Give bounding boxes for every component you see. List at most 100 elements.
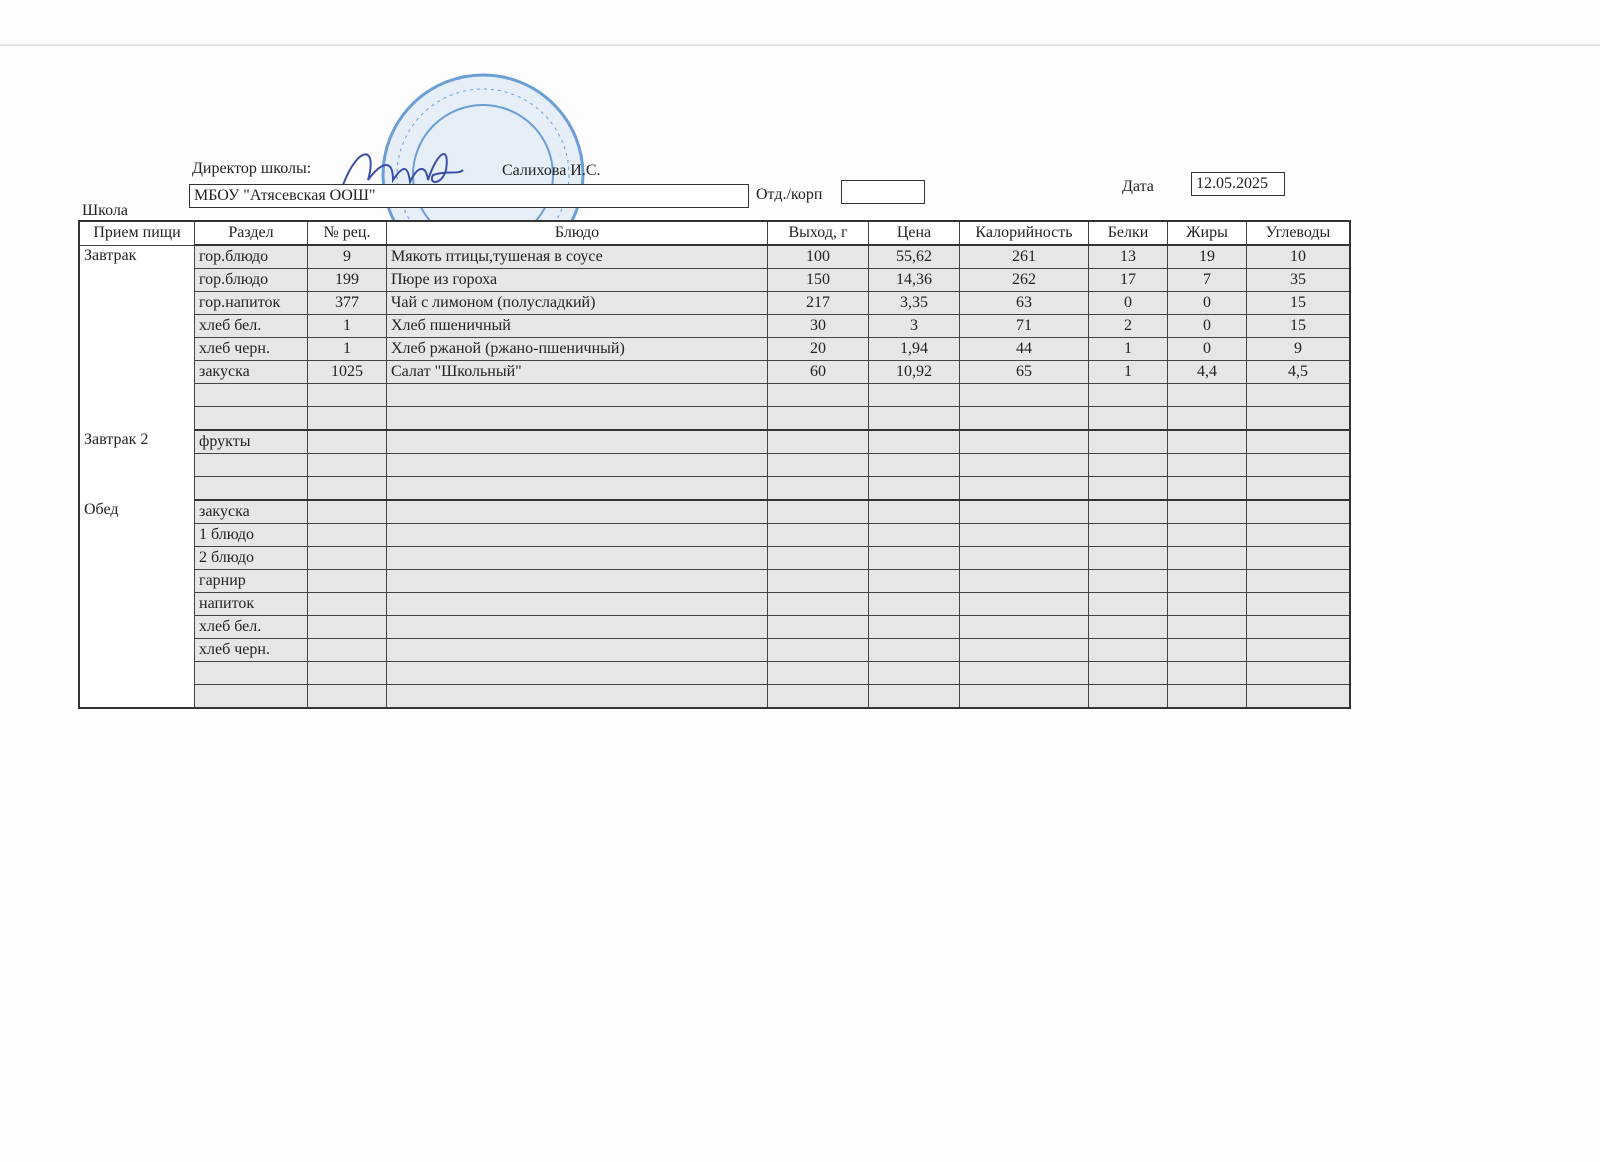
dept-field (841, 180, 925, 204)
table-cell (959, 383, 1089, 407)
table-cell (959, 523, 1089, 547)
table-cell (868, 638, 960, 662)
table-cell (1167, 684, 1247, 709)
table-cell (767, 546, 869, 570)
table-cell (1088, 569, 1168, 593)
table-cell (1088, 546, 1168, 570)
table-cell (1167, 546, 1247, 570)
table-cell (959, 429, 1089, 454)
table-cell: 71 (959, 314, 1089, 338)
table-cell (194, 383, 308, 407)
table-cell (307, 499, 387, 524)
table-cell: 261 (959, 244, 1089, 269)
table-cell (1246, 453, 1351, 477)
table-cell (868, 661, 960, 685)
table-cell (1246, 546, 1351, 570)
table-cell (1088, 684, 1168, 709)
table-cell: 150 (767, 268, 869, 292)
table-cell: закуска (194, 499, 308, 524)
table-row: Завтрак 2 фрукты (78, 429, 1351, 500)
table-cell: 44 (959, 337, 1089, 361)
table-cell (307, 406, 387, 431)
table-cell (868, 684, 960, 709)
column-header: Жиры (1167, 220, 1247, 246)
table-cell (386, 569, 768, 593)
table-cell: хлеб черн. (194, 638, 308, 662)
table-cell (959, 569, 1089, 593)
meal-name: Завтрак (78, 245, 195, 430)
table-cell (386, 499, 768, 524)
table-cell (1167, 592, 1247, 616)
table-cell (1167, 453, 1247, 477)
table-cell: Салат "Школьный" (386, 360, 768, 384)
table-cell: 100 (767, 244, 869, 269)
table-cell (1167, 615, 1247, 639)
table-cell (868, 546, 960, 570)
table-cell (767, 661, 869, 685)
table-cell (307, 661, 387, 685)
table-cell: 10 (1246, 244, 1351, 269)
table-cell: 1,94 (868, 337, 960, 361)
column-header: Прием пищи (78, 220, 195, 246)
school-label: Школа (82, 202, 128, 219)
table-cell (1246, 615, 1351, 639)
table-cell (767, 499, 869, 524)
table-cell: 20 (767, 337, 869, 361)
director-label: Директор школы: (192, 160, 312, 177)
table-cell: 17 (1088, 268, 1168, 292)
table-cell (307, 453, 387, 477)
table-cell (194, 406, 308, 431)
table-cell (386, 406, 768, 431)
table-cell (1167, 661, 1247, 685)
table-cell (307, 546, 387, 570)
table-cell (1167, 383, 1247, 407)
dept-label: Отд./корп (756, 186, 823, 203)
table-cell (307, 569, 387, 593)
date-field: 12.05.2025 (1191, 172, 1285, 196)
table-cell: гор.блюдо (194, 268, 308, 292)
table-cell (1167, 638, 1247, 662)
table-cell: 55,62 (868, 244, 960, 269)
table-cell (1167, 499, 1247, 524)
column-header: № рец. (307, 220, 387, 246)
table-cell: гор.блюдо (194, 244, 308, 269)
table-cell: 15 (1246, 314, 1351, 338)
table-cell (1167, 406, 1247, 431)
table-cell (1167, 476, 1247, 501)
table-cell (194, 684, 308, 709)
table-cell (1088, 499, 1168, 524)
table-cell (868, 476, 960, 501)
meal-name: Завтрак 2 (78, 430, 195, 500)
table-cell: 14,36 (868, 268, 960, 292)
table-cell (767, 684, 869, 709)
table-cell (386, 383, 768, 407)
table-cell: 35 (1246, 268, 1351, 292)
table-row: гор.напиток 377 Чай с лимоном (полусладкий… (79, 291, 1351, 315)
table-cell (1246, 499, 1351, 524)
table-cell (868, 615, 960, 639)
table-cell (767, 523, 869, 547)
table-cell: 4,5 (1246, 360, 1351, 384)
table-cell: 0 (1167, 314, 1247, 338)
table-cell (307, 476, 387, 501)
table-cell: Пюре из гороха (386, 268, 768, 292)
table-cell: Хлеб ржаной (ржано-пшеничный) (386, 337, 768, 361)
table-cell (959, 546, 1089, 570)
table-cell (1246, 406, 1351, 431)
table-cell (1088, 638, 1168, 662)
table-row: Обед закуска (78, 499, 1351, 708)
table-row: 1 блюдо (79, 523, 1351, 547)
table-cell (959, 453, 1089, 477)
table-cell (386, 592, 768, 616)
table-cell (959, 476, 1089, 501)
table-cell (868, 592, 960, 616)
table-cell (868, 569, 960, 593)
table-cell (386, 546, 768, 570)
header-row: Прием пищи Раздел № рец. Блюдо Выход, г Цена К… (78, 220, 1351, 246)
table-cell: 217 (767, 291, 869, 315)
table-cell: гор.напиток (194, 291, 308, 315)
table-cell (1246, 523, 1351, 547)
table-row (79, 661, 1351, 685)
table-cell: 9 (1246, 337, 1351, 361)
table-row: хлеб черн. (79, 638, 1351, 662)
